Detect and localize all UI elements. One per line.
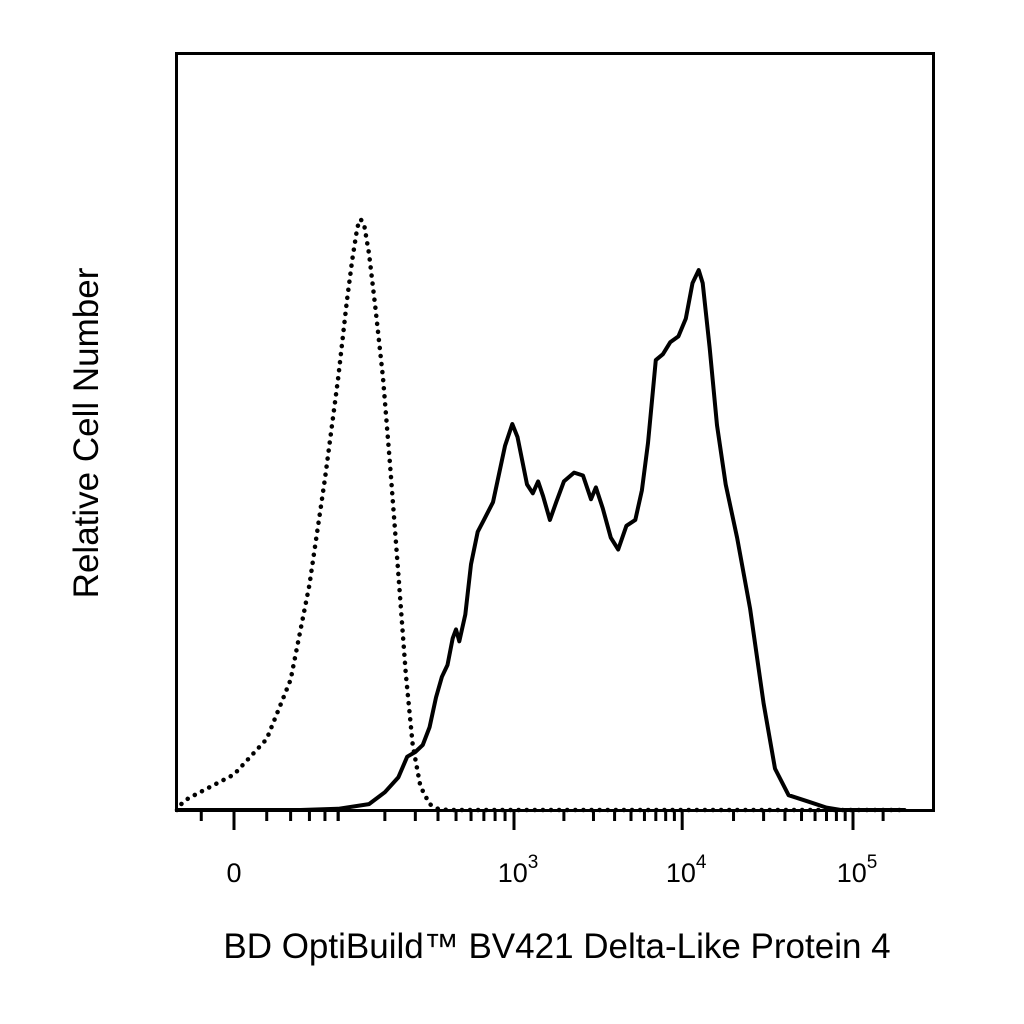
x-tick-label: 104 [666, 852, 707, 888]
x-axis-title: BD OptiBuild™ BV421 Delta-Like Protein 4 [223, 927, 890, 966]
control-histogram-line [174, 216, 907, 813]
series-layer [174, 216, 907, 813]
plot-frame [175, 52, 935, 812]
stained-histogram-line [175, 268, 907, 812]
x-tick-label: 105 [837, 852, 878, 888]
x-tick-label: 0 [226, 858, 241, 888]
x-minor-ticks [199, 810, 885, 821]
x-tick-labels: 0 103 104 105 [226, 852, 877, 888]
y-axis-title: Relative Cell Number [67, 267, 106, 598]
x-tick-label: 103 [498, 852, 539, 888]
x-major-ticks [232, 810, 855, 830]
